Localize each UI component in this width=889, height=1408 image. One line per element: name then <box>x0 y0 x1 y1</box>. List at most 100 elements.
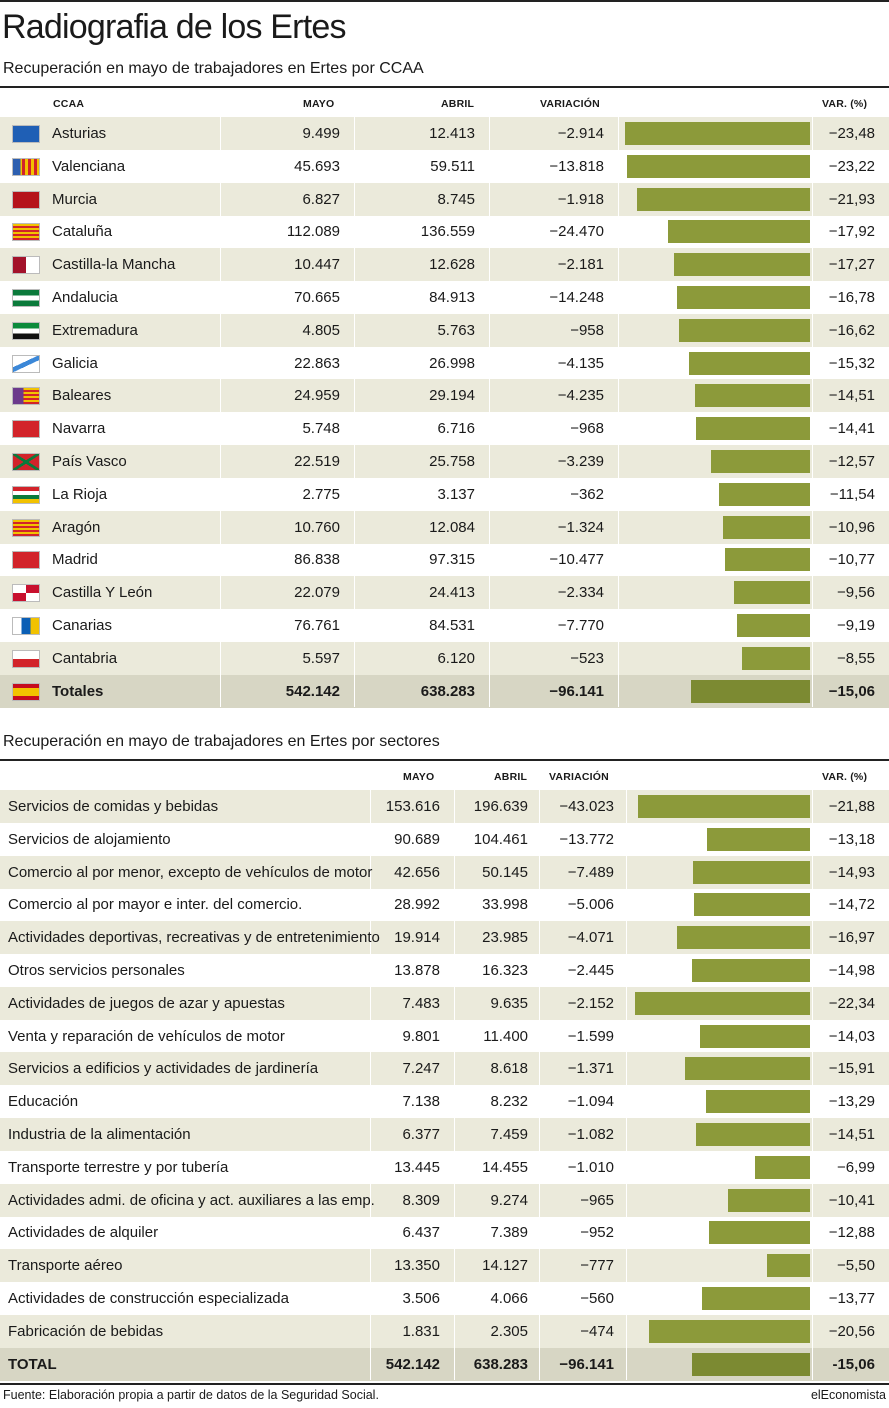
var-pct-label: −15,06 <box>828 682 875 700</box>
column-separator <box>618 510 619 544</box>
row-name: Murcia <box>52 190 98 208</box>
column-separator <box>489 445 490 478</box>
var-pct-bar <box>766 1254 810 1278</box>
column-separator <box>626 1019 627 1053</box>
column-separator <box>354 346 355 380</box>
column-separator <box>454 1118 455 1151</box>
var-pct-label: −23,48 <box>828 125 875 142</box>
variacion-value: −1.371 <box>567 1060 614 1078</box>
var-pct-bar <box>706 827 810 851</box>
column-separator <box>618 609 619 642</box>
column-separator <box>539 790 540 823</box>
column-separator <box>812 477 813 511</box>
var-pct-label: −23,22 <box>828 157 875 175</box>
col-header-var-pct: VAR. (%) <box>822 98 868 110</box>
ccaa-row: Galicia 22.863 26.998 −4.135 −15,32 <box>0 346 889 380</box>
column-separator <box>812 117 813 150</box>
column-separator <box>370 986 371 1020</box>
column-separator <box>812 1150 813 1184</box>
column-separator <box>489 215 490 249</box>
var-pct-label: −14,51 <box>828 387 875 405</box>
column-separator <box>626 1216 627 1250</box>
column-separator <box>454 888 455 922</box>
abril-value: 25.758 <box>429 453 475 470</box>
row-name: Actividades deportivas, recreativas y de… <box>8 929 380 947</box>
abril-value: 29.194 <box>429 387 475 405</box>
var-pct-bar <box>688 351 810 375</box>
var-pct-bar <box>691 679 810 703</box>
column-separator <box>220 543 221 577</box>
column-separator <box>370 1314 371 1348</box>
var-pct-bar <box>728 1188 810 1212</box>
var-pct-bar <box>692 860 810 884</box>
column-separator <box>812 790 813 823</box>
variacion-value: −4.071 <box>567 929 614 947</box>
var-pct-bar <box>734 581 810 605</box>
var-pct-label: −10,96 <box>828 518 875 536</box>
var-pct-label: −12,88 <box>828 1224 875 1242</box>
row-name: País Vasco <box>52 453 127 470</box>
column-separator <box>812 1347 813 1381</box>
column-separator <box>489 412 490 445</box>
row-name: Totales <box>52 682 104 700</box>
abril-value: 7.389 <box>490 1224 528 1242</box>
abril-value: 2.305 <box>490 1322 528 1340</box>
column-separator <box>812 1183 813 1217</box>
row-name: Comercio al por menor, excepto de vehícu… <box>8 863 373 881</box>
column-separator <box>626 822 627 856</box>
column-separator <box>812 888 813 922</box>
abril-value: 8.232 <box>490 1093 528 1111</box>
var-pct-bar <box>708 1221 810 1245</box>
row-name: Baleares <box>52 387 112 405</box>
column-separator <box>618 543 619 577</box>
abril-value: 104.461 <box>473 830 528 848</box>
var-pct-label: −13,18 <box>828 830 875 848</box>
var-pct-bar <box>742 646 810 670</box>
column-separator <box>220 182 221 216</box>
variacion-value: −968 <box>570 420 604 438</box>
column-separator <box>618 117 619 150</box>
column-separator <box>812 248 813 281</box>
variacion-value: −1.082 <box>567 1126 614 1143</box>
mayo-value: 542.142 <box>285 682 340 700</box>
var-pct-bar <box>718 482 810 506</box>
var-pct-bar <box>677 286 810 309</box>
mayo-value: 153.616 <box>385 798 440 815</box>
column-separator <box>454 1085 455 1118</box>
abril-value: 4.066 <box>490 1290 528 1307</box>
column-separator <box>618 445 619 478</box>
mayo-value: 6.377 <box>402 1126 440 1143</box>
ccaa-row: Extremadura 4.805 5.763 −958 −16,62 <box>0 313 889 347</box>
var-pct-bar <box>648 1319 810 1343</box>
row-name: Actividades de construcción especializad… <box>8 1290 289 1307</box>
col-header-mayo: MAYO <box>303 98 335 110</box>
variacion-value: −362 <box>570 485 604 503</box>
abril-value: 8.618 <box>490 1060 528 1078</box>
row-name: Canarias <box>52 617 113 634</box>
column-separator <box>539 1282 540 1315</box>
column-separator <box>454 1314 455 1348</box>
abril-value: 24.413 <box>429 584 475 602</box>
variacion-value: −2.914 <box>557 125 604 142</box>
column-separator <box>354 281 355 314</box>
ccaa-row: Aragón 10.760 12.084 −1.324 −10,96 <box>0 510 889 544</box>
sector-row: Transporte aéreo 13.350 14.127 −777 −5,50 <box>0 1249 889 1283</box>
column-separator <box>354 149 355 183</box>
row-name: Actividades de juegos de azar y apuestas <box>8 994 285 1012</box>
column-separator <box>220 477 221 511</box>
var-pct-label: −13,29 <box>828 1093 875 1111</box>
mayo-value: 1.831 <box>402 1322 440 1340</box>
ccaa-row: Madrid 86.838 97.315 −10.477 −10,77 <box>0 543 889 577</box>
var-pct-label: −17,92 <box>828 223 875 241</box>
row-name: Castilla-la Mancha <box>52 256 176 274</box>
column-separator <box>454 921 455 954</box>
mayo-value: 28.992 <box>394 896 440 914</box>
column-separator <box>370 954 371 987</box>
abril-value: 84.913 <box>429 289 475 306</box>
sector-row: Servicios de comidas y bebidas 153.616 196… <box>0 790 889 823</box>
var-pct-label: −13,77 <box>828 1290 875 1307</box>
column-separator <box>354 445 355 478</box>
variacion-value: −4.235 <box>557 387 604 405</box>
column-separator <box>812 822 813 856</box>
abril-value: 6.716 <box>437 420 475 438</box>
